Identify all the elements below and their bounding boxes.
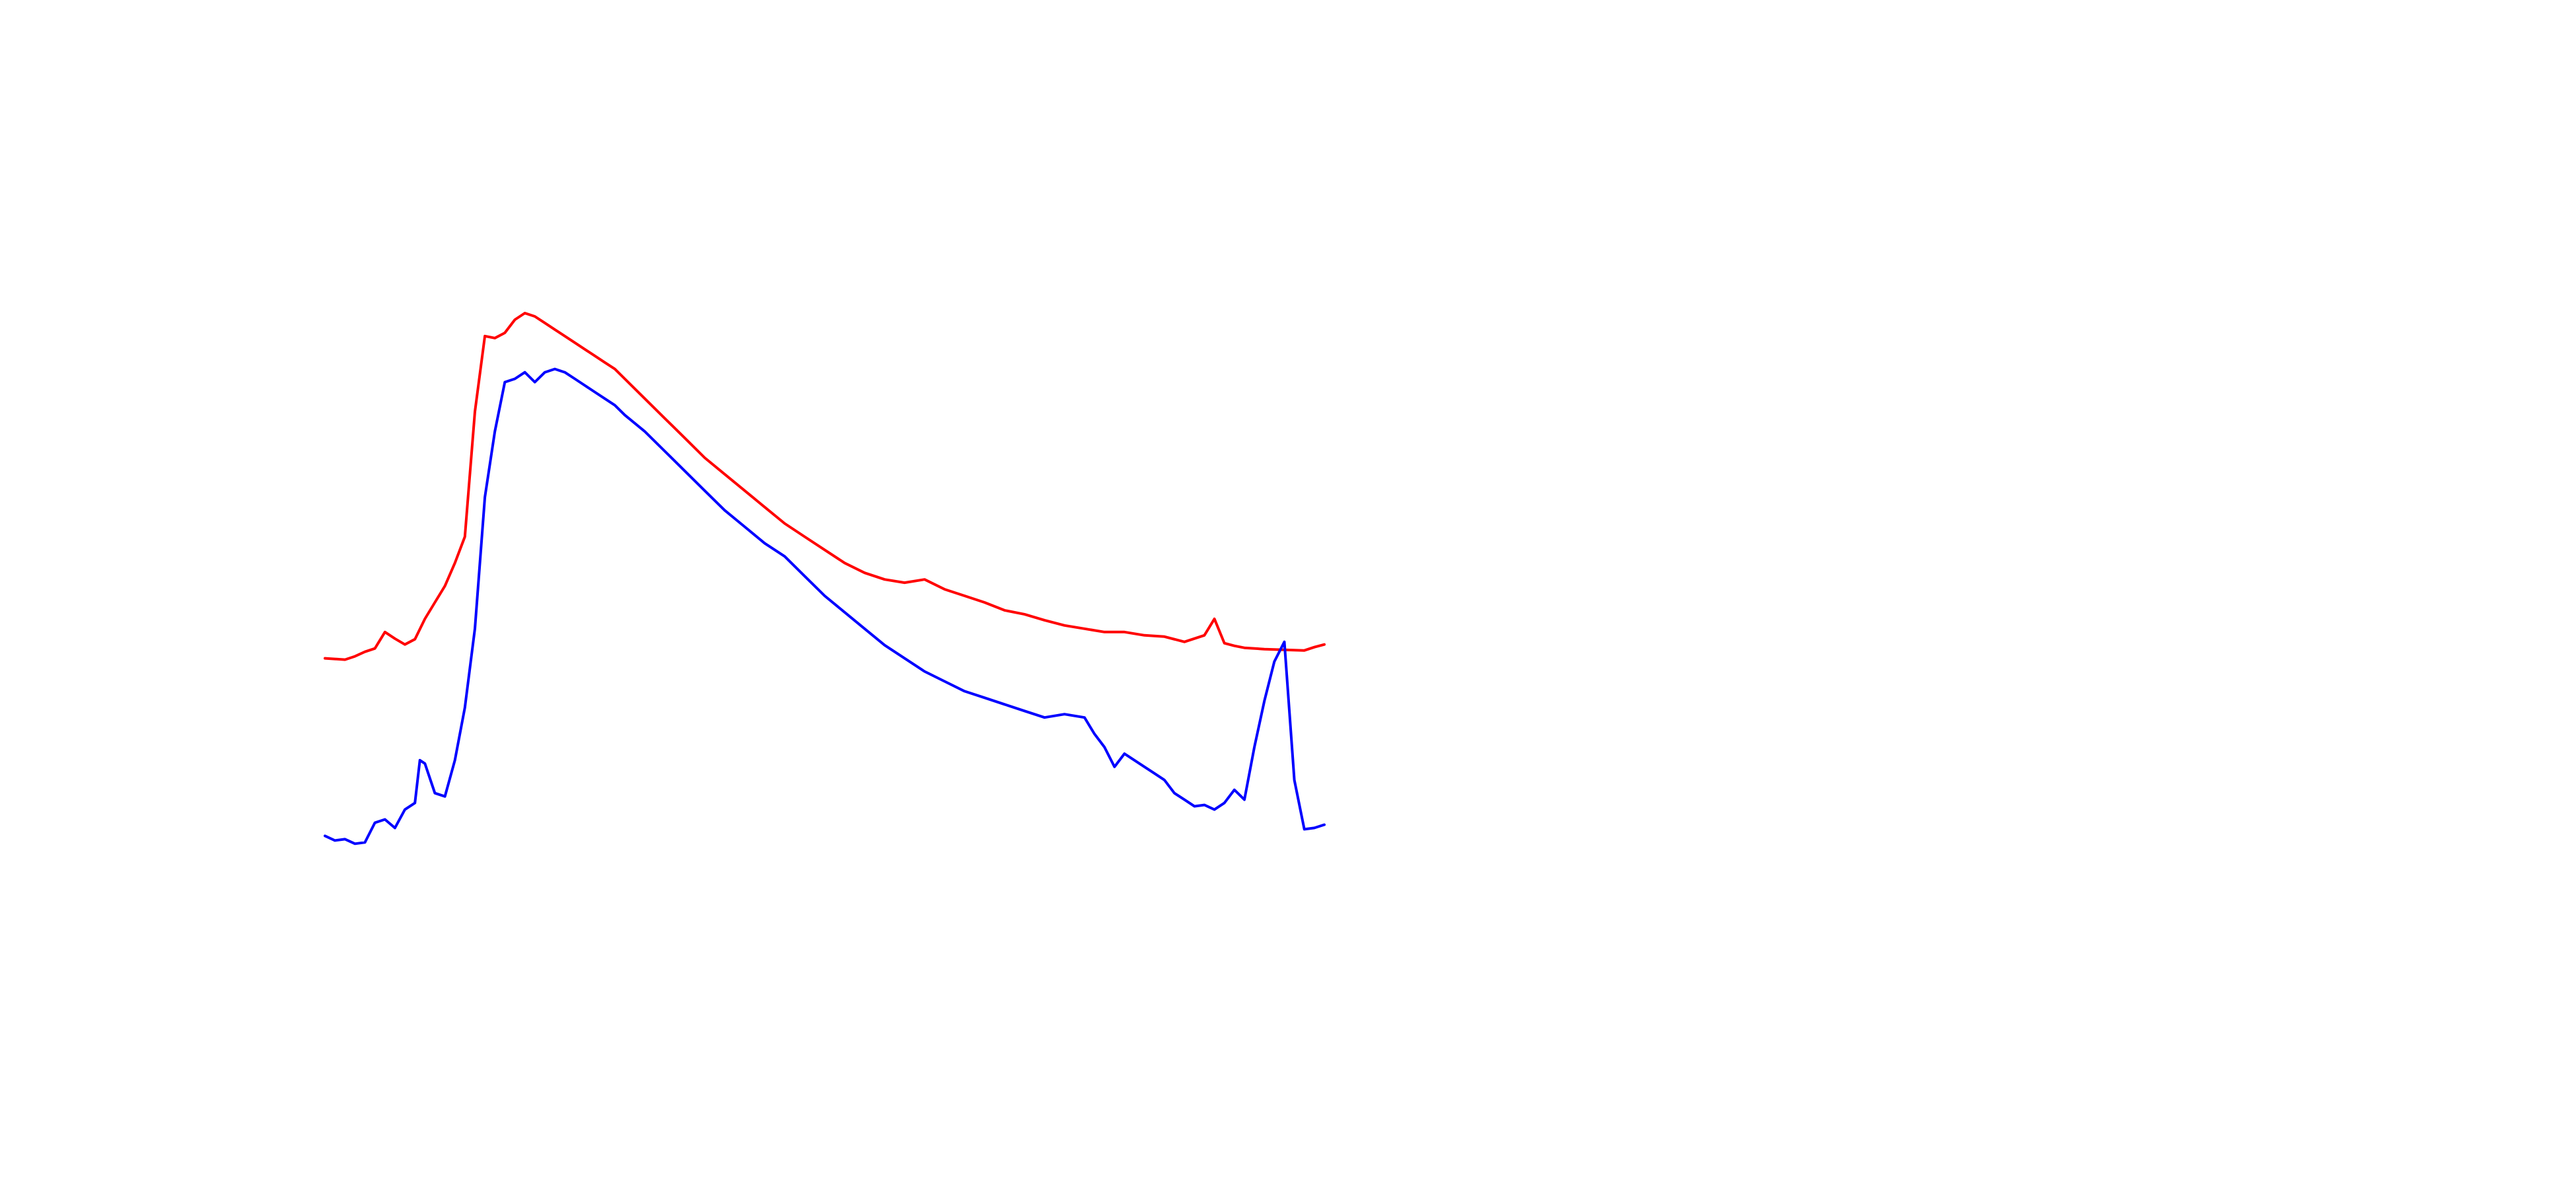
series-1 — [324, 312, 1326, 661]
series-layer — [324, 312, 1326, 846]
series-2 — [324, 367, 1326, 846]
